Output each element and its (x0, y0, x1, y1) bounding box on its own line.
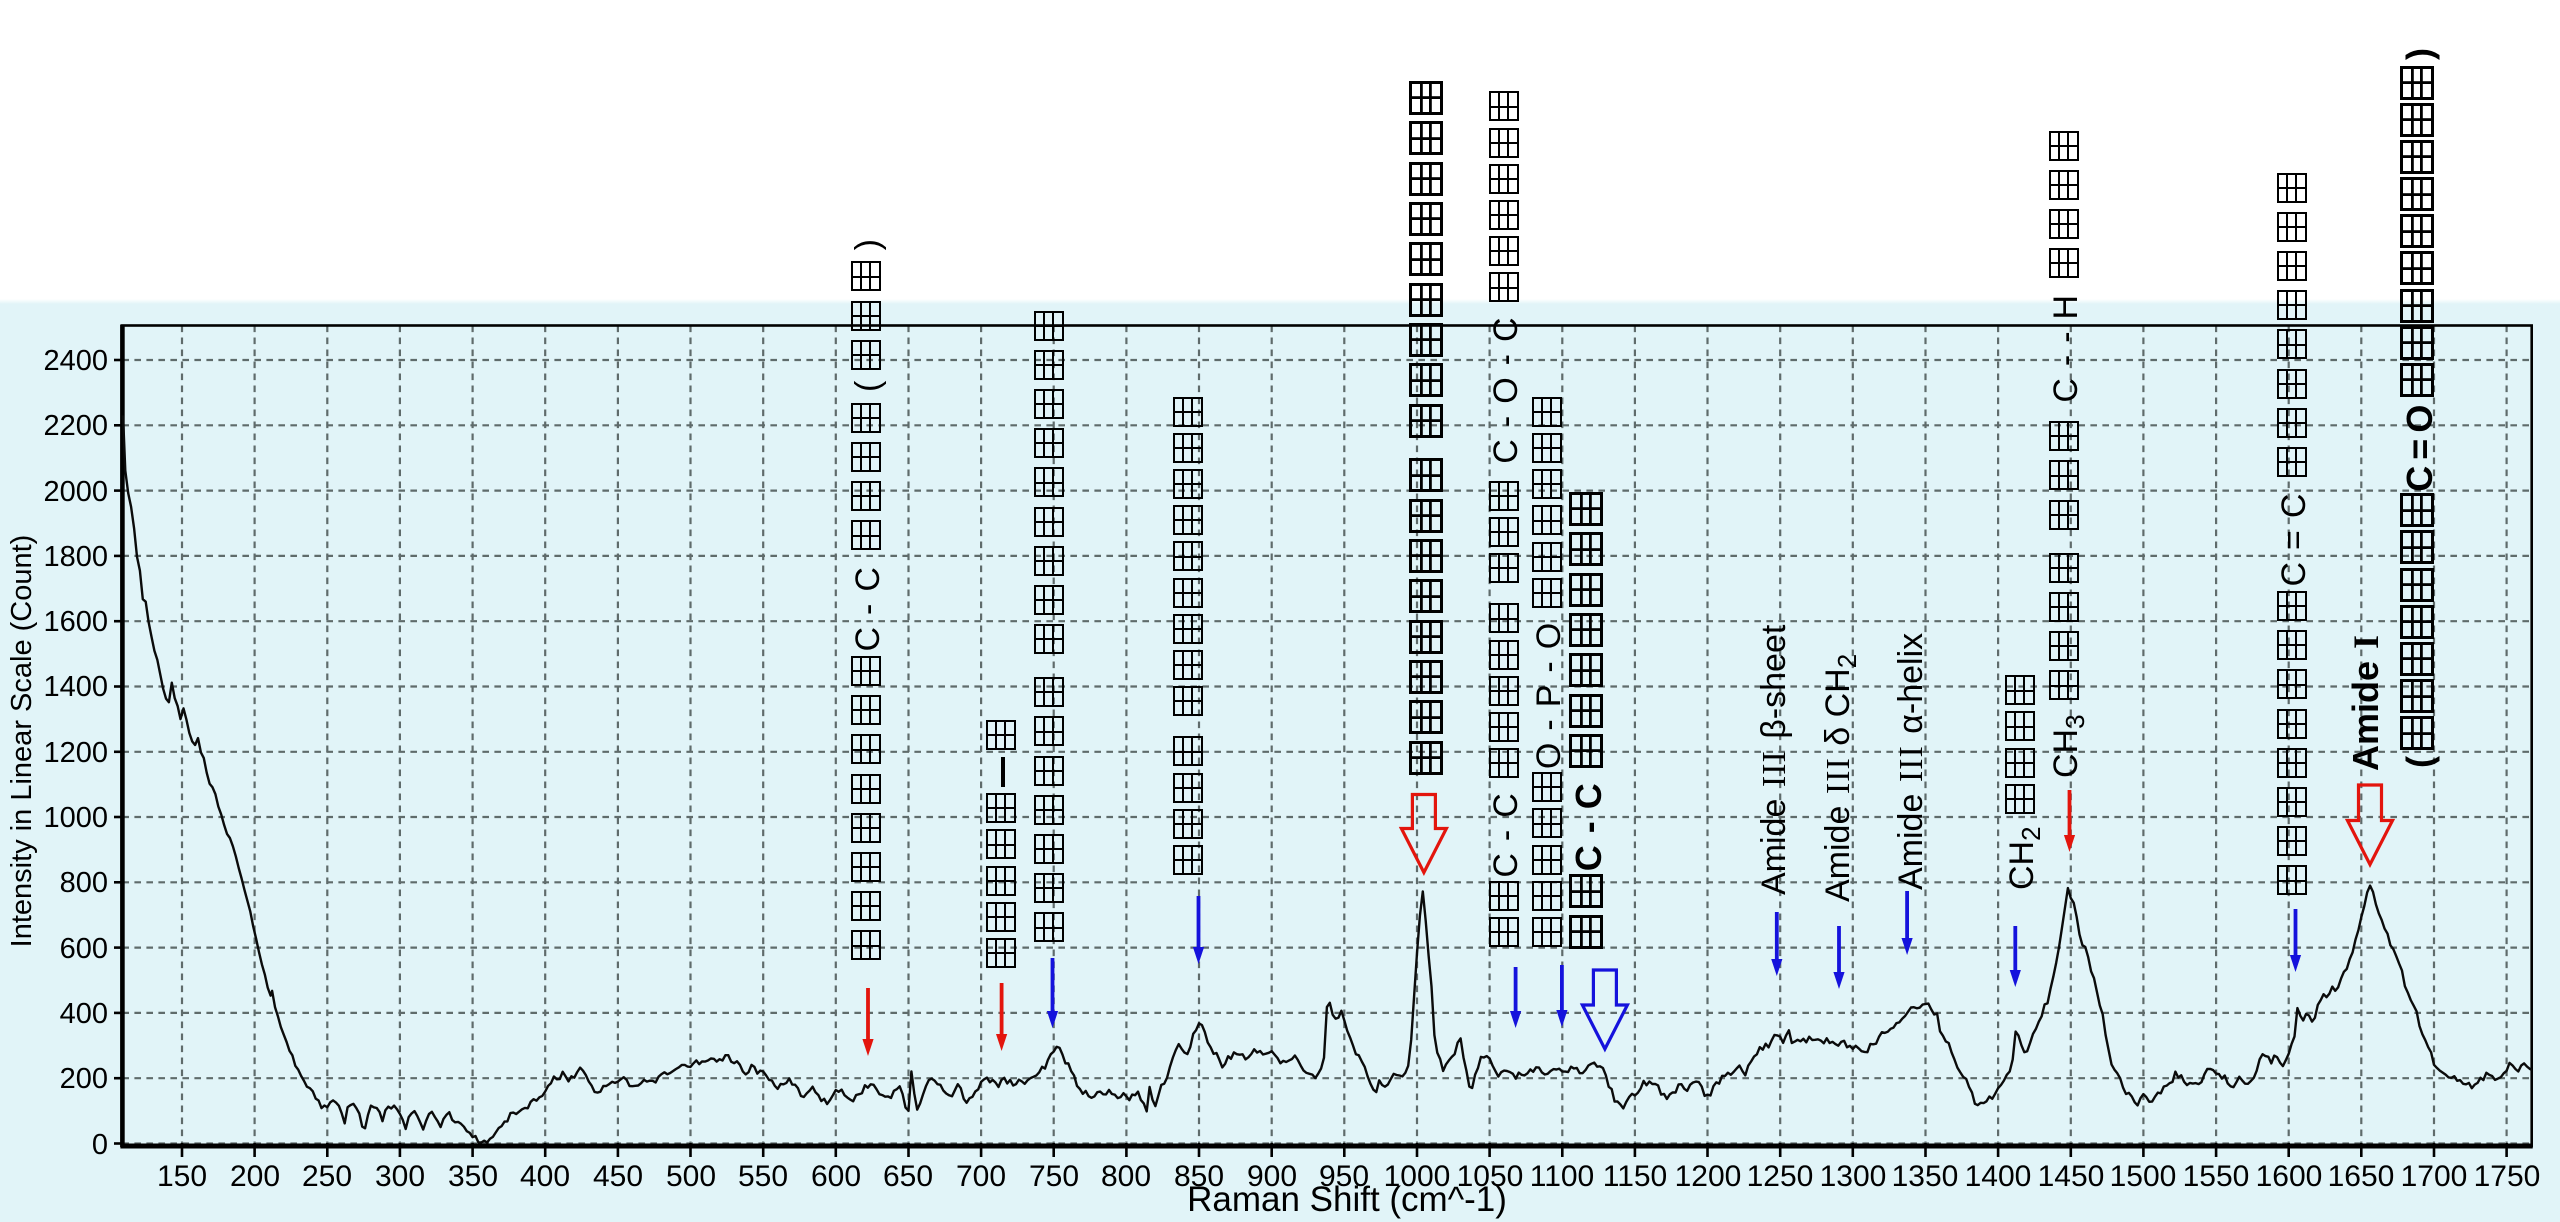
svg-text:650: 650 (883, 1160, 933, 1193)
svg-text:450: 450 (593, 1160, 643, 1193)
svg-text:150: 150 (157, 1160, 207, 1193)
svg-text:550: 550 (738, 1160, 788, 1193)
svg-text:1750: 1750 (2474, 1160, 2541, 1193)
svg-text:300: 300 (375, 1160, 425, 1193)
svg-text:700: 700 (956, 1160, 1006, 1193)
svg-text:1450: 1450 (2038, 1160, 2105, 1193)
svg-text:200: 200 (230, 1160, 280, 1193)
svg-text:750: 750 (1029, 1160, 1079, 1193)
svg-text:200: 200 (60, 1063, 108, 1095)
svg-text:350: 350 (448, 1160, 498, 1193)
svg-text:1550: 1550 (2183, 1160, 2250, 1193)
svg-text:1600: 1600 (2256, 1160, 2323, 1193)
svg-text:1350: 1350 (1892, 1160, 1959, 1193)
svg-text:600: 600 (811, 1160, 861, 1193)
svg-text:1200: 1200 (1675, 1160, 1742, 1193)
svg-text:1400: 1400 (1965, 1160, 2032, 1193)
svg-text:Raman Shift (cm^-1): Raman Shift (cm^-1) (1187, 1180, 1507, 1219)
svg-text:400: 400 (520, 1160, 570, 1193)
svg-text:1000: 1000 (1384, 1160, 1451, 1193)
svg-text:800: 800 (60, 867, 108, 899)
svg-text:950: 950 (1319, 1160, 1369, 1193)
svg-text:0: 0 (92, 1129, 108, 1161)
svg-text:1250: 1250 (1747, 1160, 1814, 1193)
svg-text:250: 250 (302, 1160, 352, 1193)
svg-text:1400: 1400 (43, 671, 108, 703)
svg-text:1150: 1150 (1603, 1160, 1668, 1193)
svg-text:900: 900 (1247, 1160, 1297, 1193)
svg-text:1500: 1500 (2110, 1160, 2177, 1193)
svg-text:1050: 1050 (1457, 1160, 1524, 1193)
svg-text:850: 850 (1174, 1160, 1224, 1193)
svg-text:800: 800 (1101, 1160, 1151, 1193)
svg-text:1800: 1800 (43, 541, 108, 573)
svg-text:2200: 2200 (43, 410, 108, 442)
svg-text:600: 600 (60, 933, 108, 965)
svg-text:1000: 1000 (43, 802, 108, 834)
svg-text:2400: 2400 (43, 345, 108, 377)
svg-text:1200: 1200 (43, 737, 108, 769)
svg-text:400: 400 (60, 998, 108, 1030)
svg-text:1600: 1600 (43, 606, 108, 638)
svg-text:2000: 2000 (43, 476, 108, 508)
svg-text:1300: 1300 (1820, 1160, 1887, 1193)
svg-text:1100: 1100 (1530, 1160, 1595, 1193)
svg-text:1700: 1700 (2401, 1160, 2468, 1193)
svg-text:1650: 1650 (2328, 1160, 2395, 1193)
svg-text:500: 500 (666, 1160, 716, 1193)
svg-text:Intensity in Linear Scale (Cou: Intensity in Linear Scale (Count) (6, 535, 38, 948)
